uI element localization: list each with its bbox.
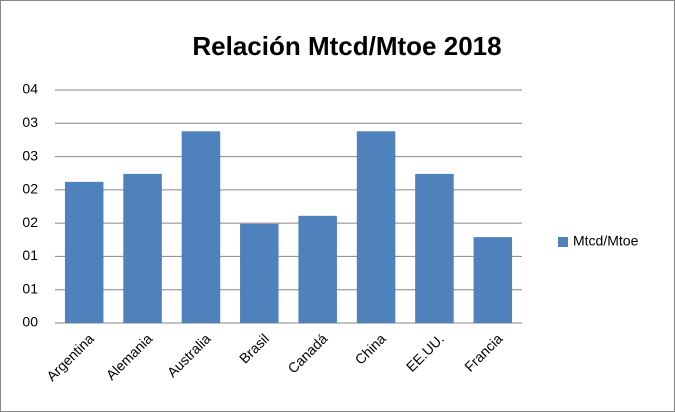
y-tick-label: 02 — [22, 181, 38, 197]
bar — [356, 131, 396, 323]
bar — [123, 173, 162, 323]
chart-title: Relación Mtcd/Mtoe 2018 — [192, 31, 501, 61]
legend-swatch — [558, 237, 568, 247]
y-tick-label: 03 — [22, 147, 38, 163]
legend-label: Mtcd/Mtoe — [573, 233, 639, 249]
bar — [64, 181, 104, 323]
y-tick-label: 00 — [22, 314, 38, 330]
y-tick-label: 01 — [22, 247, 38, 263]
bar — [181, 131, 221, 323]
bar — [240, 223, 279, 323]
bar — [415, 173, 454, 323]
y-tick-label: 02 — [22, 214, 38, 230]
y-tick-label: 01 — [22, 280, 38, 296]
bar — [298, 215, 337, 323]
y-tick-label: 04 — [22, 81, 38, 97]
bar — [473, 237, 513, 323]
y-tick-label: 03 — [22, 114, 38, 130]
